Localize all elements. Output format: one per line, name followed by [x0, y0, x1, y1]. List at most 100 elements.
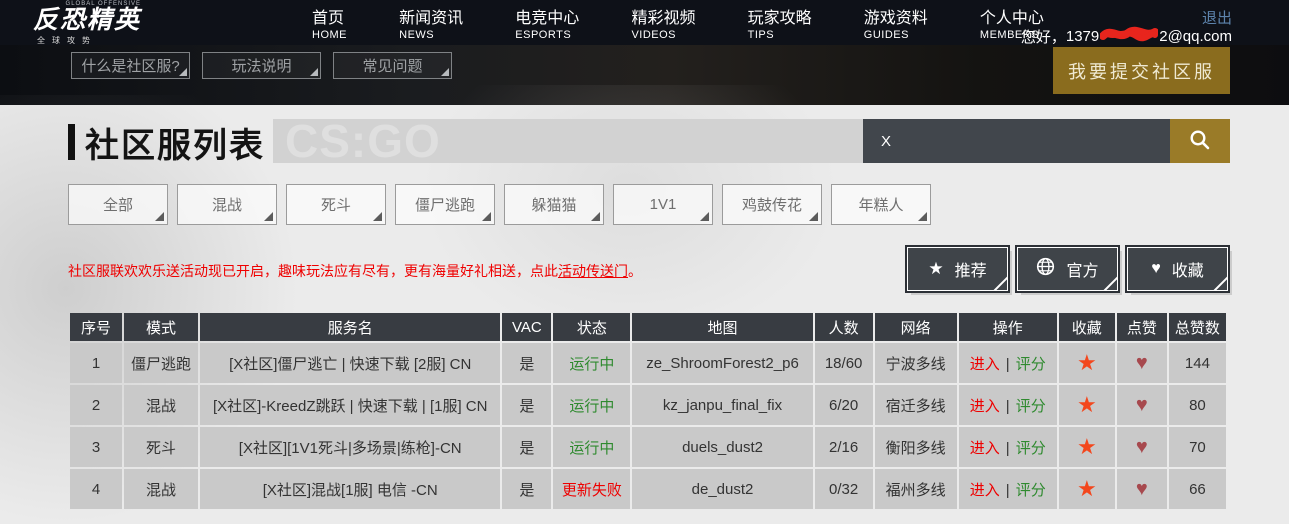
- col-map: 地图: [632, 313, 813, 341]
- status-badge: 更新失败: [553, 469, 631, 509]
- search-icon: [1188, 128, 1212, 155]
- like-heart-icon[interactable]: ♥: [1135, 352, 1148, 374]
- col-players: 人数: [814, 313, 873, 341]
- col-total-likes: 总赞数: [1168, 313, 1226, 341]
- heart-icon: ♥: [1151, 260, 1161, 277]
- corner-slash-icon: [990, 275, 1007, 290]
- email-suffix: 2@qq.com: [1159, 27, 1232, 45]
- col-like: 点赞: [1116, 313, 1167, 341]
- filter-1v1[interactable]: 1V1: [613, 184, 713, 225]
- quick-action-buttons: ★ 推荐 官方 ♥ 收藏: [905, 245, 1230, 293]
- total-likes-value: 70: [1168, 427, 1226, 467]
- nav-item-tips[interactable]: 玩家攻略 TIPS: [747, 10, 812, 41]
- event-notice: 社区服联欢欢乐送活动现已开启，趣味玩法应有尽有，更有海量好礼相送，点此活动传送门…: [68, 263, 642, 279]
- like-heart-icon[interactable]: ♥: [1135, 394, 1148, 416]
- corner-triangle-icon: [155, 212, 164, 221]
- recommended-button[interactable]: ★ 推荐: [905, 245, 1010, 293]
- nav-item-members[interactable]: 个人中心 MEMBERS: [979, 10, 1044, 41]
- redaction-scribble-icon: [1099, 25, 1160, 47]
- favorites-button[interactable]: ♥ 收藏: [1125, 245, 1230, 293]
- rate-server-link[interactable]: 评分: [1015, 481, 1046, 499]
- nav-item-home[interactable]: 首页 HOME: [312, 10, 347, 41]
- corner-triangle-icon: [700, 212, 709, 221]
- faq-button[interactable]: 常见问题: [333, 52, 452, 79]
- gameplay-guide-button[interactable]: 玩法说明: [202, 52, 321, 79]
- search-input[interactable]: [863, 119, 1170, 163]
- globe-icon: [1036, 257, 1055, 281]
- main-nav: 首页 HOME 新闻资讯 NEWS 电竞中心 ESPORTS 精彩视频 VIDE…: [312, 4, 1044, 41]
- logout-link[interactable]: 退出: [1201, 10, 1232, 27]
- favorite-star-icon[interactable]: ★: [1076, 392, 1097, 417]
- total-likes-value: 144: [1168, 343, 1226, 383]
- greeting-prefix: 您好，: [1020, 28, 1066, 46]
- csgo-watermark: CS:GO: [285, 119, 441, 163]
- like-heart-icon[interactable]: ♥: [1135, 478, 1148, 500]
- table-row: 1 僵尸逃跑 [X社区]僵尸逃亡 | 快速下载 [2服] CN 是 运行中 ze…: [70, 343, 1226, 383]
- title-accent-bar: [68, 124, 75, 160]
- like-heart-icon[interactable]: ♥: [1135, 436, 1148, 458]
- mode-filter-row: 全部 混战 死斗 僵尸逃跑 躲猫猫 1V1 鸡鼓传花 年糕人: [68, 184, 931, 225]
- nav-item-esports[interactable]: 电竞中心 ESPORTS: [515, 10, 580, 41]
- col-vac: VAC: [502, 313, 552, 341]
- corner-triangle-icon: [809, 212, 818, 221]
- what-is-community-server-button[interactable]: 什么是社区服?: [71, 52, 190, 79]
- status-badge: 运行中: [553, 427, 631, 467]
- rate-server-link[interactable]: 评分: [1015, 397, 1046, 415]
- table-row: 4 混战 [X社区]混战[1服] 电信 -CN 是 更新失败 de_dust2 …: [70, 469, 1226, 509]
- event-portal-link[interactable]: 活动传送门: [558, 263, 628, 279]
- site-logo[interactable]: GLOBAL OFFENSIVE 反恐精英 全球攻势: [33, 1, 141, 46]
- col-network: 网络: [874, 313, 957, 341]
- rate-server-link[interactable]: 评分: [1015, 439, 1046, 457]
- submit-server-button[interactable]: 我要提交社区服: [1053, 47, 1230, 94]
- corner-slash-icon: [1100, 275, 1117, 290]
- enter-server-link[interactable]: 进入: [969, 439, 1000, 457]
- enter-server-link[interactable]: 进入: [969, 481, 1000, 499]
- corner-triangle-icon: [373, 212, 382, 221]
- filter-rice-cake[interactable]: 年糕人: [831, 184, 931, 225]
- favorite-star-icon[interactable]: ★: [1076, 350, 1097, 375]
- filter-deathmatch[interactable]: 死斗: [286, 184, 386, 225]
- nav-item-news[interactable]: 新闻资讯 NEWS: [399, 10, 464, 41]
- corner-triangle-icon: [264, 212, 273, 221]
- logo-tagline: GLOBAL OFFENSIVE: [65, 1, 142, 7]
- filter-hot-potato[interactable]: 鸡鼓传花: [722, 184, 822, 225]
- logo-subtitle: 全球攻势: [37, 36, 97, 46]
- banner-links: 什么是社区服? 玩法说明 常见问题: [71, 52, 452, 79]
- search-button[interactable]: [1170, 119, 1230, 163]
- filter-zombie-escape[interactable]: 僵尸逃跑: [395, 184, 495, 225]
- hero-banner: 什么是社区服? 玩法说明 常见问题 我要提交社区服: [0, 45, 1289, 105]
- corner-triangle-icon: [310, 68, 318, 76]
- star-icon: ★: [928, 259, 944, 278]
- favorite-star-icon[interactable]: ★: [1076, 434, 1097, 459]
- server-table: 序号 模式 服务名 VAC 状态 地图 人数 网络 操作 收藏 点赞 总赞数 1: [68, 311, 1228, 511]
- status-badge: 运行中: [553, 343, 631, 383]
- logo-title: 反恐精英: [33, 6, 142, 34]
- enter-server-link[interactable]: 进入: [969, 397, 1000, 415]
- filter-deathmatch-casual[interactable]: 混战: [177, 184, 277, 225]
- corner-slash-icon: [1210, 275, 1227, 290]
- table-row: 3 死斗 [X社区][1V1死斗|多场景|练枪]-CN 是 运行中 duels_…: [70, 427, 1226, 467]
- watermark-bar: CS:GO: [273, 119, 863, 163]
- table-row: 2 混战 [X社区]-KreedZ跳跃 | 快速下载 | [1服] CN 是 运…: [70, 385, 1226, 425]
- rate-server-link[interactable]: 评分: [1015, 355, 1046, 373]
- title-row: 社区服列表: [68, 119, 265, 165]
- filter-hide-and-seek[interactable]: 躲猫猫: [504, 184, 604, 225]
- main-content: 社区服列表 CS:GO 全部 混战 死斗 僵尸逃跑 躲猫猫 1V1: [0, 85, 1289, 524]
- official-button[interactable]: 官方: [1015, 245, 1120, 293]
- page-title: 社区服列表: [85, 126, 265, 165]
- total-likes-value: 80: [1168, 385, 1226, 425]
- nav-item-videos[interactable]: 精彩视频 VIDEOS: [631, 10, 696, 41]
- top-navigation-bar: GLOBAL OFFENSIVE 反恐精英 全球攻势 首页 HOME 新闻资讯 …: [0, 0, 1289, 47]
- corner-triangle-icon: [918, 212, 927, 221]
- favorite-star-icon[interactable]: ★: [1076, 476, 1097, 501]
- col-index: 序号: [70, 313, 123, 341]
- filter-all[interactable]: 全部: [68, 184, 168, 225]
- corner-triangle-icon: [441, 68, 449, 76]
- enter-server-link[interactable]: 进入: [969, 355, 1000, 373]
- nav-item-guides[interactable]: 游戏资料 GUIDES: [863, 10, 928, 41]
- email-prefix: 1379: [1065, 27, 1100, 45]
- corner-triangle-icon: [482, 212, 491, 221]
- table-header-row: 序号 模式 服务名 VAC 状态 地图 人数 网络 操作 收藏 点赞 总赞数: [70, 313, 1226, 341]
- status-badge: 运行中: [553, 385, 631, 425]
- col-status: 状态: [553, 313, 631, 341]
